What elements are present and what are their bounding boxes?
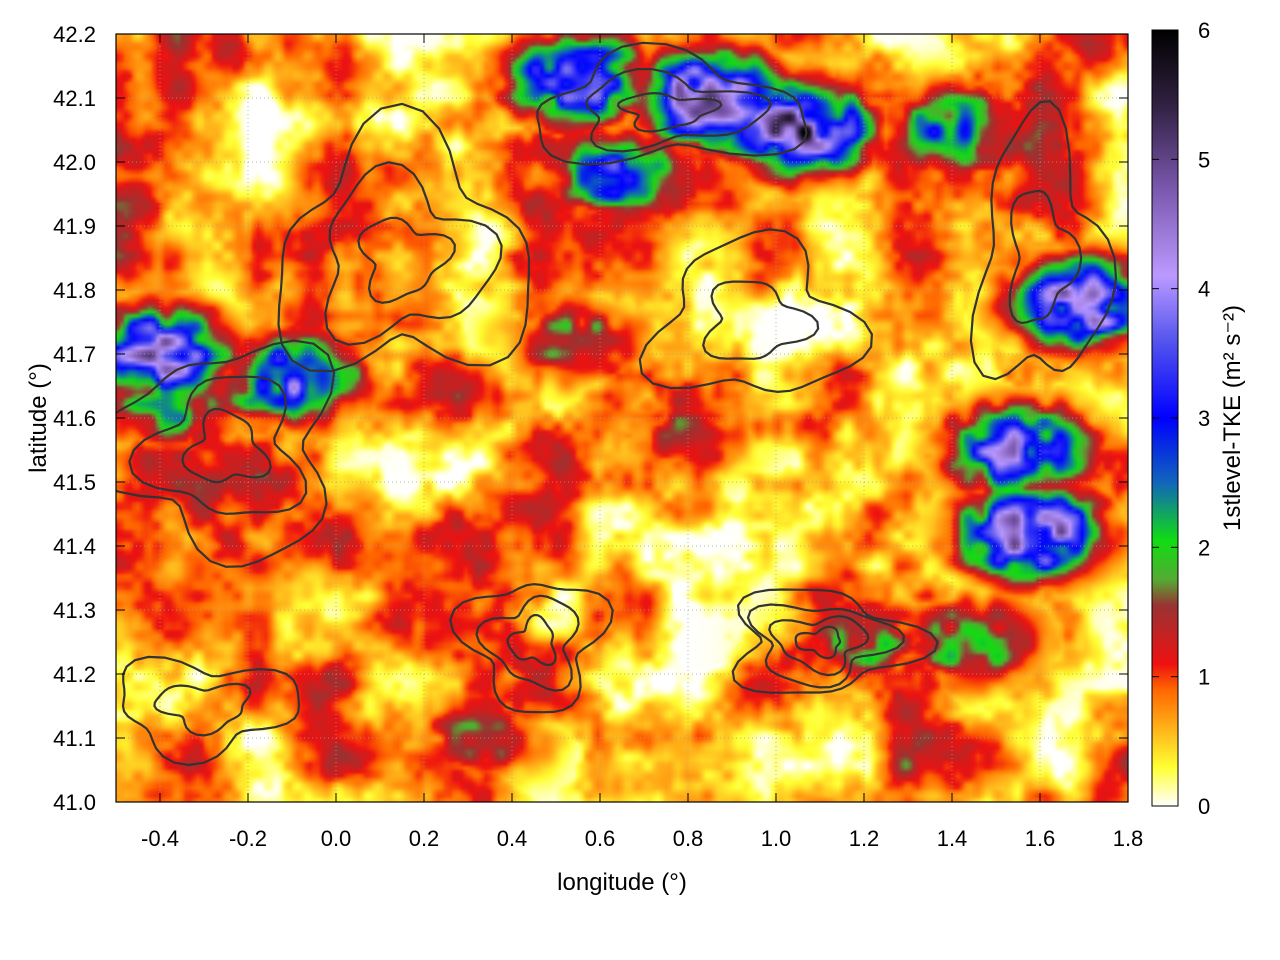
y-tick-label: 41.3 <box>53 598 96 623</box>
terrain-contour <box>357 216 456 304</box>
y-tick-label: 41.0 <box>53 790 96 815</box>
terrain-contour <box>506 613 557 667</box>
x-tick-label: 1.0 <box>761 826 792 851</box>
x-tick-label: 1.4 <box>937 826 968 851</box>
x-axis-ticks: -0.4 -0.2 0.0 0.2 0.4 0.6 0.8 1.0 1.2 1.4 1.6 1.8 <box>141 34 1143 851</box>
terrain-contour <box>702 280 820 360</box>
y-tick-label: 41.2 <box>53 662 96 687</box>
terrain-contour <box>128 375 308 515</box>
terrain-contour <box>638 228 874 394</box>
colorbar-tick-label: 5 <box>1198 147 1210 172</box>
terrain-contours <box>116 41 1118 767</box>
colorbar-tick-label: 3 <box>1198 406 1210 431</box>
y-tick-label: 41.1 <box>53 726 96 751</box>
y-tick-label: 41.4 <box>53 534 96 559</box>
x-tick-label: 0.6 <box>585 826 616 851</box>
colorbar-tick-label: 6 <box>1198 18 1210 43</box>
terrain-contour <box>768 615 870 677</box>
x-tick-label: -0.2 <box>229 826 267 851</box>
terrain-contour <box>794 625 842 660</box>
terrain-contour <box>449 582 614 714</box>
terrain-contour <box>153 682 252 737</box>
terrain-contour <box>324 161 503 346</box>
x-axis-label: longitude (°) <box>557 869 687 896</box>
y-tick-label: 41.8 <box>53 278 96 303</box>
y-axis-ticks: 41.0 41.1 41.2 41.3 41.4 41.5 41.6 41.7 41.8 41.9… <box>53 22 1128 815</box>
terrain-contour <box>1008 189 1083 325</box>
x-tick-label: 0.2 <box>409 826 440 851</box>
x-tick-label: 1.2 <box>849 826 880 851</box>
colorbar-ticks: 0 1 2 3 4 5 6 <box>1152 18 1210 819</box>
terrain-contour <box>121 655 301 767</box>
terrain-contour <box>475 594 580 692</box>
y-tick-label: 41.5 <box>53 470 96 495</box>
x-tick-label: 0.4 <box>497 826 528 851</box>
colorbar-label: 1stlevel-TKE (m² s⁻²) <box>1219 305 1246 531</box>
colorbar-tick-label: 4 <box>1198 277 1210 302</box>
terrain-contour <box>969 100 1118 381</box>
terrain-contour <box>181 407 272 484</box>
x-tick-label: 0.8 <box>673 826 704 851</box>
y-tick-label: 42.2 <box>53 22 96 47</box>
x-tick-label: -0.4 <box>141 826 179 851</box>
y-tick-label: 41.7 <box>53 342 96 367</box>
grid-lines <box>116 34 1128 802</box>
terrain-contour <box>731 588 939 694</box>
y-tick-label: 42.0 <box>53 150 96 175</box>
colorbar-tick-label: 1 <box>1198 665 1210 690</box>
terrain-contour <box>277 102 531 373</box>
y-tick-label: 41.9 <box>53 214 96 239</box>
x-tick-label: 0.0 <box>321 826 352 851</box>
y-tick-label: 42.1 <box>53 86 96 111</box>
terrain-contour <box>536 41 808 166</box>
y-axis-label: latitude (°) <box>25 363 52 473</box>
y-tick-label: 41.6 <box>53 406 96 431</box>
colorbar-tick-label: 2 <box>1198 535 1210 560</box>
terrain-contour <box>616 91 723 133</box>
colorbar-tick-label: 0 <box>1198 794 1210 819</box>
terrain-contour <box>746 603 905 689</box>
terrain-contour <box>116 339 336 568</box>
x-tick-label: 1.8 <box>1113 826 1144 851</box>
terrain-contour <box>585 68 772 153</box>
x-tick-label: 1.6 <box>1025 826 1056 851</box>
